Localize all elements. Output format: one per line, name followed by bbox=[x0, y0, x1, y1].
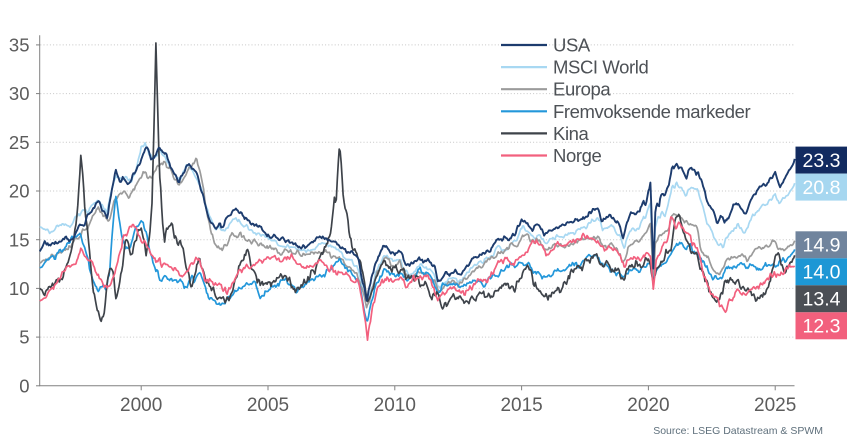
svg-text:2015: 2015 bbox=[500, 395, 542, 416]
svg-text:USA: USA bbox=[553, 35, 591, 56]
svg-text:15: 15 bbox=[9, 229, 30, 250]
svg-text:MSCI World: MSCI World bbox=[553, 57, 648, 78]
svg-text:Fremvoksende markeder: Fremvoksende markeder bbox=[553, 101, 750, 122]
svg-text:25: 25 bbox=[9, 132, 30, 153]
svg-text:23.3: 23.3 bbox=[803, 150, 841, 172]
svg-text:14.9: 14.9 bbox=[803, 235, 841, 257]
svg-text:20: 20 bbox=[9, 181, 30, 202]
svg-text:2020: 2020 bbox=[627, 395, 669, 416]
svg-text:2000: 2000 bbox=[120, 395, 162, 416]
svg-text:13.4: 13.4 bbox=[803, 289, 841, 311]
svg-text:5: 5 bbox=[19, 327, 29, 348]
svg-text:2010: 2010 bbox=[374, 395, 416, 416]
svg-text:14.0: 14.0 bbox=[803, 262, 841, 284]
svg-text:30: 30 bbox=[9, 83, 30, 104]
svg-text:Kina: Kina bbox=[553, 123, 590, 144]
svg-text:20.8: 20.8 bbox=[803, 177, 841, 199]
svg-text:Norge: Norge bbox=[553, 145, 601, 166]
svg-text:2025: 2025 bbox=[754, 395, 796, 416]
svg-text:Europa: Europa bbox=[553, 79, 611, 100]
svg-text:Source: LSEG Datastream & SPWM: Source: LSEG Datastream & SPWM bbox=[653, 425, 823, 437]
svg-text:0: 0 bbox=[19, 375, 29, 396]
svg-text:10: 10 bbox=[9, 278, 30, 299]
svg-text:12.3: 12.3 bbox=[803, 316, 841, 338]
svg-text:35: 35 bbox=[9, 35, 30, 56]
svg-text:2005: 2005 bbox=[247, 395, 289, 416]
